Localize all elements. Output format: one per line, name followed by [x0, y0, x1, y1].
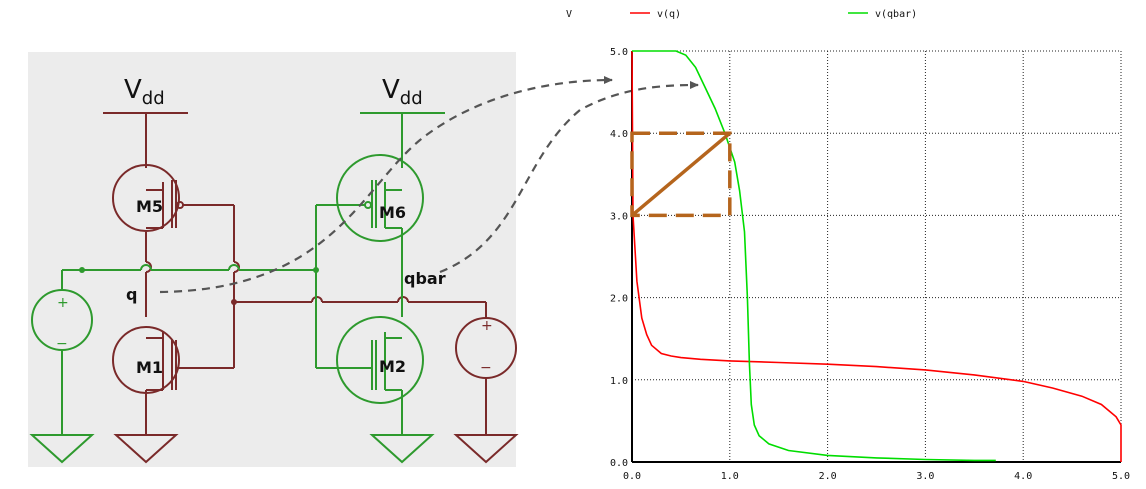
- vdd-right-label: Vdd: [382, 75, 423, 109]
- left-source-minus: −: [56, 336, 68, 352]
- vdd-left-label: Vdd: [124, 75, 165, 109]
- y-tick-label: 3.0: [610, 211, 628, 222]
- left-source-plus: +: [57, 295, 69, 311]
- schematic-background: [28, 52, 516, 467]
- y-tick-label: 4.0: [610, 129, 628, 140]
- annotation-diagonal: [630, 131, 731, 217]
- junction-dot: [313, 267, 319, 273]
- chart-ticks: 0.0 1.0 2.0 3.0 4.0 5.0 0.0 1.0 2.0 3.0 4.0 5.0: [610, 47, 1130, 482]
- series-line-vq: [631, 50, 1122, 462]
- node-q-label: q: [126, 285, 137, 304]
- junction-dot: [231, 299, 237, 305]
- m2-body: [336, 316, 424, 404]
- right-source-plus: +: [481, 318, 493, 334]
- left-voltage-source: [31, 289, 93, 351]
- legend-label: v(qbar): [875, 9, 917, 20]
- series-line-vqbar: [632, 50, 996, 462]
- chart-grid: [631, 50, 1122, 463]
- x-tick-label: 5.0: [1112, 471, 1130, 482]
- m5-body: [112, 164, 180, 232]
- m1-body: [112, 326, 180, 394]
- y-tick-label: 1.0: [610, 376, 628, 387]
- transfer-curve-chart: V v(q) v(qbar) 0.0 1.0 2.0 3.0 4.0 5.0 0.0 1.0 2.…: [566, 9, 1130, 482]
- dashed-arrow-qbar: [439, 81, 699, 274]
- y-tick-label: 0.0: [610, 458, 628, 469]
- x-tick-label: 4.0: [1014, 471, 1032, 482]
- m6-body: [336, 154, 424, 242]
- annotation-dashed-square: [630, 131, 732, 218]
- chart-legend: v(q) v(qbar): [630, 9, 917, 20]
- transistor-label-m1: M1: [136, 358, 163, 377]
- x-tick-label: 3.0: [916, 471, 934, 482]
- transistor-label-m5: M5: [136, 197, 163, 216]
- right-source-minus: −: [480, 360, 492, 376]
- node-qbar-label: qbar: [404, 269, 446, 288]
- x-tick-label: 2.0: [819, 471, 837, 482]
- transistor-label-m6: M6: [379, 203, 406, 222]
- transistor-label-m2: M2: [379, 357, 406, 376]
- right-branch-wires: [29, 112, 445, 464]
- y-tick-label: 5.0: [610, 47, 628, 58]
- dashed-arrow-q: [159, 76, 613, 294]
- legend-label: v(q): [657, 9, 681, 20]
- right-voltage-source: [455, 317, 517, 379]
- schematic: Vdd Vdd M5 M6 M1 M2 q qbar + − + −: [28, 52, 519, 467]
- y-unit-label: V: [566, 9, 572, 20]
- x-tick-label: 1.0: [721, 471, 739, 482]
- chart-annotation: [630, 131, 732, 218]
- plot-frame: [631, 50, 1122, 463]
- x-tick-label: 0.0: [623, 471, 641, 482]
- chart-series: [631, 50, 1122, 462]
- junction-dot: [79, 267, 85, 273]
- y-tick-label: 2.0: [610, 294, 628, 305]
